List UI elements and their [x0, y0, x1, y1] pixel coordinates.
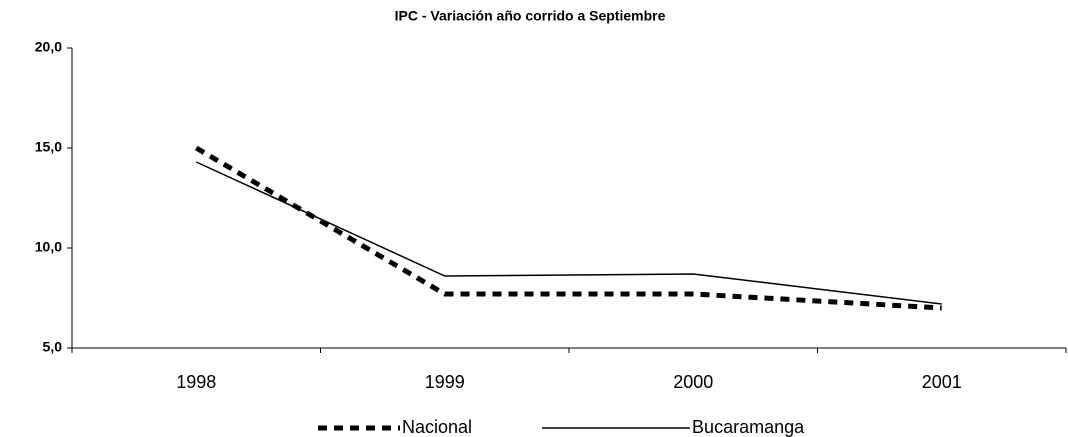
y-tick-label: 10,0 — [35, 239, 62, 255]
series-line — [195, 161, 942, 305]
y-tick-label: 15,0 — [35, 139, 62, 155]
chart-title: IPC - Variación año corrido a Septiembre — [395, 8, 666, 24]
legend-label: Nacional — [402, 417, 472, 437]
y-tick-label: 20,0 — [35, 39, 62, 55]
y-tick-label: 5,0 — [43, 339, 63, 355]
x-tick-label: 1999 — [425, 372, 465, 392]
series-line — [194, 145, 942, 311]
legend-label: Bucaramanga — [692, 417, 805, 437]
x-tick-label: 1998 — [176, 372, 216, 392]
x-tick-label: 2001 — [922, 372, 962, 392]
x-tick-label: 2000 — [673, 372, 713, 392]
